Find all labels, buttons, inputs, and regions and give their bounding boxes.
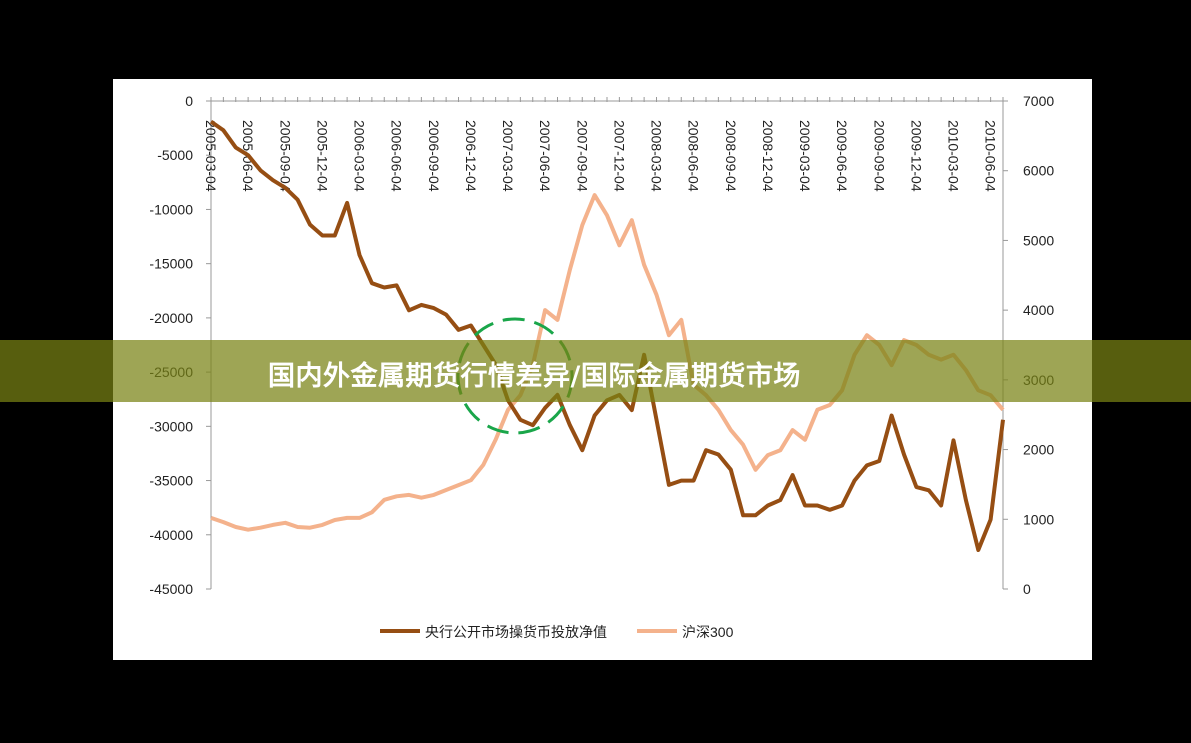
series-line [210,193,1005,532]
x-tick-label: 2008-06-04 [686,120,702,192]
y-tick-label: -20000 [149,310,193,326]
y-tick-label: 0 [185,93,193,109]
y2-tick-label: 5000 [1023,232,1054,248]
y-tick-label: -5000 [157,147,193,163]
x-tick-label: 2006-06-04 [389,120,405,192]
y-tick-label: -15000 [149,256,193,272]
y-tick-label: -30000 [149,418,193,434]
y-tick-label: -10000 [149,201,193,217]
x-tick-label: 2005-12-04 [314,120,330,192]
y-tick-label: -45000 [149,581,193,597]
y2-tick-label: 2000 [1023,442,1054,458]
x-tick-label: 2009-12-04 [908,120,924,192]
x-tick-label: 2008-09-04 [723,120,739,192]
x-tick-label: 2006-03-04 [352,120,368,192]
y2-tick-label: 6000 [1023,163,1054,179]
x-tick-label: 2010-06-04 [983,120,999,192]
legend-label: 沪深300 [682,624,734,640]
y2-tick-label: 1000 [1023,511,1054,527]
x-tick-label: 2009-03-04 [797,120,813,192]
x-tick-label: 2008-03-04 [649,120,665,192]
x-tick-label: 2006-12-04 [463,120,479,192]
x-tick-label: 2008-12-04 [760,120,776,192]
x-tick-label: 2005-09-04 [277,120,293,192]
x-tick-label: 2007-03-04 [500,120,516,192]
banner: 国内外金属期货行情差异/国际金属期货市场 [0,340,1191,402]
y2-tick-label: 7000 [1023,93,1054,109]
legend-label: 央行公开市场操货币投放净值 [425,624,607,640]
x-tick-label: 2007-06-04 [537,120,553,192]
x-tick-label: 2009-09-04 [871,120,887,192]
x-tick-label: 2007-09-04 [574,120,590,192]
banner-title: 国内外金属期货行情差异/国际金属期货市场 [268,361,801,392]
x-tick-label: 2010-03-04 [946,120,962,192]
x-tick-label: 2007-12-04 [611,120,627,192]
y2-tick-label: 4000 [1023,302,1054,318]
x-tick-label: 2009-06-04 [834,120,850,192]
y-tick-label: -35000 [149,473,193,489]
x-tick-label: 2005-03-04 [203,120,219,192]
y-tick-label: -40000 [149,527,193,543]
x-tick-label: 2006-09-04 [426,120,442,192]
y2-tick-label: 0 [1023,581,1031,597]
